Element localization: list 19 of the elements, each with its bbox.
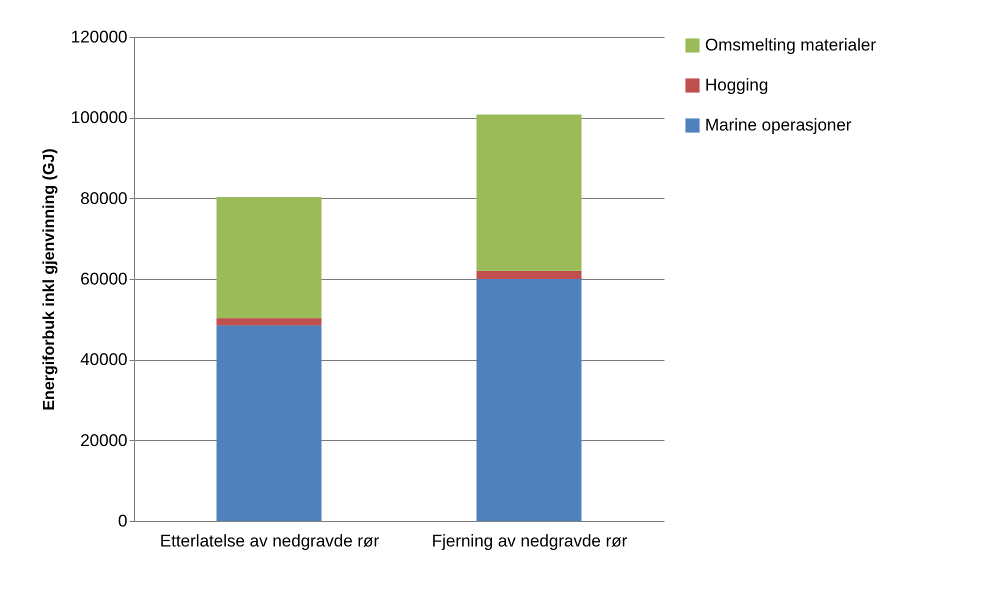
y-tick-label: 0: [118, 512, 128, 530]
y-tick-label: 100000: [70, 108, 128, 128]
bar: [216, 325, 322, 521]
bar: [476, 114, 582, 271]
y-axis-title: Energiforbuk inkl gjenvinning (GJ): [40, 148, 58, 411]
y-tick-label: 120000: [70, 28, 128, 46]
legend-label: Omsmelting materialer: [705, 36, 876, 54]
bar: [216, 318, 322, 326]
x-tick-label: Fjerning av nedgravde rør: [432, 532, 628, 550]
x-tick-label: Etterlatelse av nedgravde rør: [160, 532, 380, 550]
y-tick-label: 80000: [80, 188, 128, 208]
bar: [216, 197, 322, 318]
y-tick-label: 20000: [80, 430, 128, 450]
legend-label: Marine operasjoner: [705, 116, 852, 134]
bar: [476, 279, 582, 521]
y-tick-label: 60000: [80, 270, 128, 288]
legend-label: Hogging: [705, 76, 768, 94]
y-tick-label: 40000: [80, 350, 128, 370]
bar: [476, 270, 582, 279]
